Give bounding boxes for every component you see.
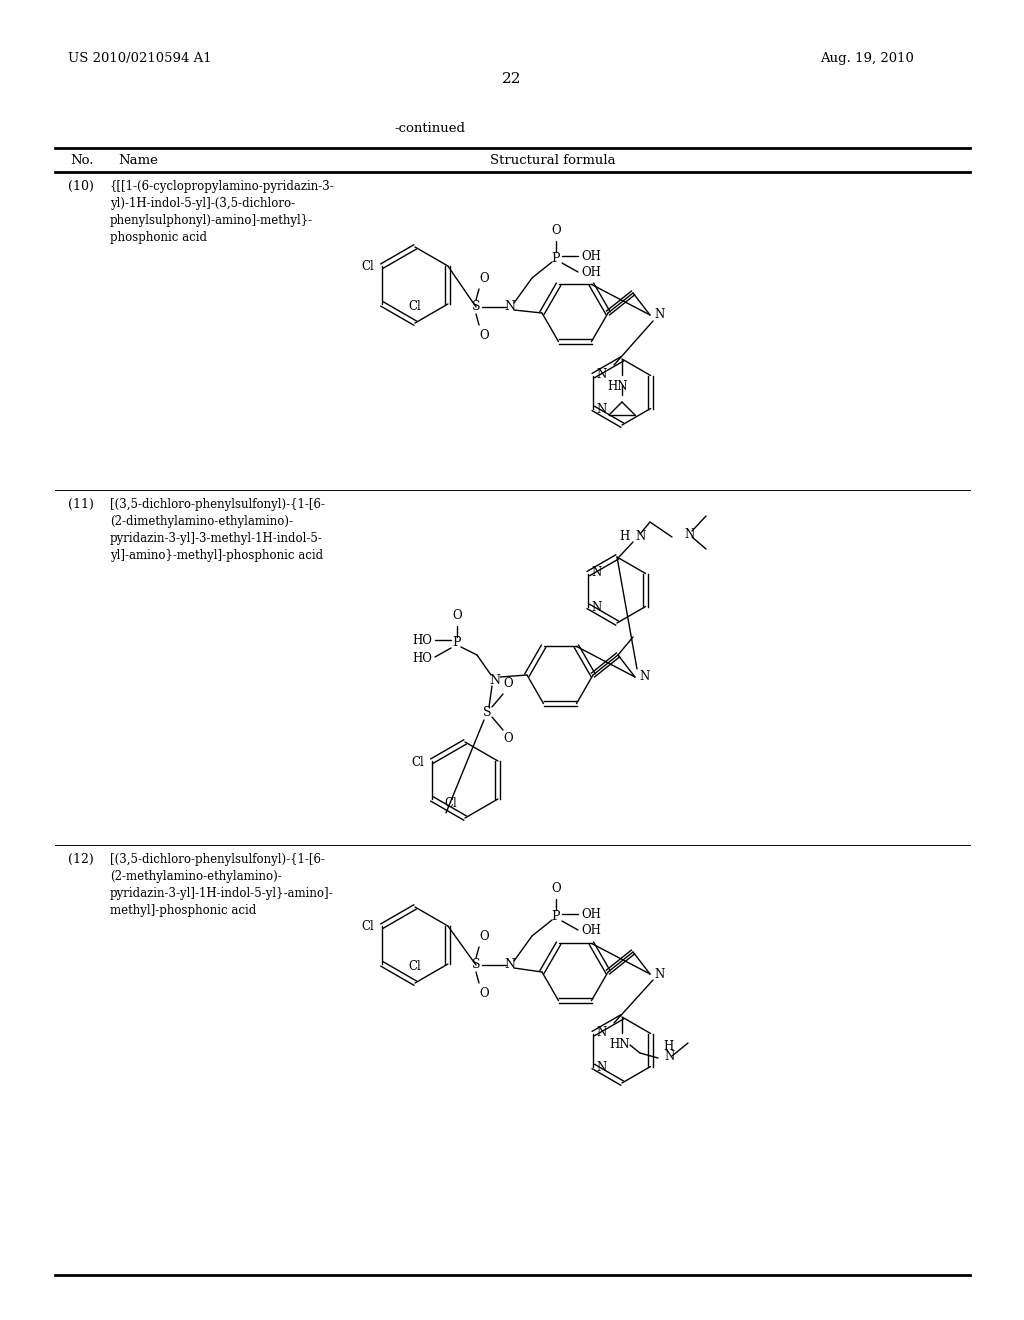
Text: P: P <box>552 909 560 923</box>
Text: N: N <box>505 958 515 972</box>
Text: N: N <box>596 1061 606 1074</box>
Text: N: N <box>596 1026 606 1039</box>
Text: -continued: -continued <box>394 121 466 135</box>
Text: HO: HO <box>412 634 432 647</box>
Text: N: N <box>592 601 602 614</box>
Text: N: N <box>596 368 606 381</box>
Text: N: N <box>635 531 645 544</box>
Text: O: O <box>479 987 488 1001</box>
Text: H: H <box>663 1040 673 1052</box>
Text: S: S <box>472 958 480 972</box>
Text: O: O <box>503 677 513 690</box>
Text: OH: OH <box>581 908 601 920</box>
Text: [(3,5-dichloro-phenylsulfonyl)-{1-[6-
(2-methylamino-ethylamino)-
pyridazin-3-yl: [(3,5-dichloro-phenylsulfonyl)-{1-[6- (2… <box>110 853 334 917</box>
Text: [(3,5-dichloro-phenylsulfonyl)-{1-[6-
(2-dimethylamino-ethylamino)-
pyridazin-3-: [(3,5-dichloro-phenylsulfonyl)-{1-[6- (2… <box>110 498 325 562</box>
Text: Cl: Cl <box>409 960 421 973</box>
Text: N: N <box>664 1049 674 1063</box>
Text: O: O <box>503 733 513 744</box>
Text: OH: OH <box>581 924 601 937</box>
Text: Cl: Cl <box>409 300 421 313</box>
Text: HN: HN <box>608 380 629 393</box>
Text: N: N <box>489 673 501 686</box>
Text: N: N <box>596 403 606 416</box>
Text: N: N <box>654 309 665 322</box>
Text: O: O <box>479 931 488 942</box>
Text: OH: OH <box>581 249 601 263</box>
Text: O: O <box>453 609 462 622</box>
Text: O: O <box>479 329 488 342</box>
Text: HN: HN <box>609 1038 630 1051</box>
Text: HO: HO <box>412 652 432 664</box>
Text: Aug. 19, 2010: Aug. 19, 2010 <box>820 51 913 65</box>
Text: O: O <box>479 272 488 285</box>
Text: N: N <box>505 301 515 314</box>
Text: Cl: Cl <box>361 260 374 272</box>
Text: Name: Name <box>118 154 158 168</box>
Text: H: H <box>620 531 630 544</box>
Text: P: P <box>453 636 461 649</box>
Text: No.: No. <box>70 154 93 168</box>
Text: S: S <box>472 301 480 314</box>
Text: (11): (11) <box>68 498 94 511</box>
Text: 22: 22 <box>502 73 522 86</box>
Text: O: O <box>551 882 561 895</box>
Text: O: O <box>551 224 561 238</box>
Text: P: P <box>552 252 560 264</box>
Text: N: N <box>684 528 694 540</box>
Text: S: S <box>482 705 492 718</box>
Text: N: N <box>654 968 665 981</box>
Text: Structural formula: Structural formula <box>490 154 615 168</box>
Text: N: N <box>639 671 649 684</box>
Text: N: N <box>592 566 602 579</box>
Text: OH: OH <box>581 267 601 280</box>
Text: US 2010/0210594 A1: US 2010/0210594 A1 <box>68 51 212 65</box>
Text: {[[1-(6-cyclopropylamino-pyridazin-3-
yl)-1H-indol-5-yl]-(3,5-dichloro-
phenylsu: {[[1-(6-cyclopropylamino-pyridazin-3- yl… <box>110 180 335 244</box>
Text: Cl: Cl <box>361 920 374 932</box>
Text: (10): (10) <box>68 180 94 193</box>
Text: Cl: Cl <box>412 756 424 770</box>
Text: (12): (12) <box>68 853 94 866</box>
Text: Cl: Cl <box>444 797 457 810</box>
